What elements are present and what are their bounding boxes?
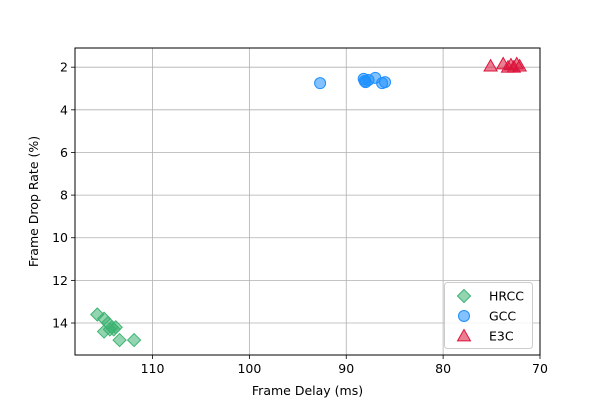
x-tick-label: 70 <box>532 361 548 376</box>
gcc-point <box>379 76 391 89</box>
x-tick-label: 90 <box>338 361 354 376</box>
hrcc-point <box>112 332 127 348</box>
y-tick-label: 12 <box>52 273 68 288</box>
plot-area-frame <box>74 47 541 356</box>
y-tick-label: 6 <box>60 145 68 160</box>
y-tick-label: 8 <box>60 188 68 203</box>
e3c-point <box>512 58 528 72</box>
legend-label-e3c: E3C <box>489 329 514 344</box>
legend-marker-e3c <box>456 328 472 342</box>
y-axis-label: Frame Drop Rate (%) <box>26 136 41 267</box>
hrcc-point <box>126 332 142 348</box>
data-points <box>90 56 528 348</box>
legend-label-hrcc: HRCC <box>489 289 524 304</box>
x-tick-label: 80 <box>435 361 451 376</box>
legend-label-gcc: GCC <box>489 309 516 324</box>
legend-marker-hrcc <box>456 288 472 304</box>
axis-ticks: 110 100 90 80 70 2 4 6 8 10 12 14 <box>52 60 548 376</box>
e3c-point <box>483 58 498 72</box>
hrcc-point <box>104 320 120 335</box>
legend: HRCC GCC E3C <box>444 282 533 349</box>
x-tick-label: 110 <box>141 361 165 376</box>
y-tick-label: 2 <box>60 60 68 75</box>
x-axis-label: Frame Delay (ms) <box>252 383 363 398</box>
x-tick-label: 100 <box>237 361 261 376</box>
gcc-point <box>358 75 371 88</box>
y-tick-label: 10 <box>52 230 68 245</box>
gcc-point <box>314 77 327 90</box>
y-tick-label: 14 <box>52 316 68 331</box>
legend-marker-gcc <box>458 310 470 322</box>
y-tick-label: 4 <box>60 102 68 117</box>
